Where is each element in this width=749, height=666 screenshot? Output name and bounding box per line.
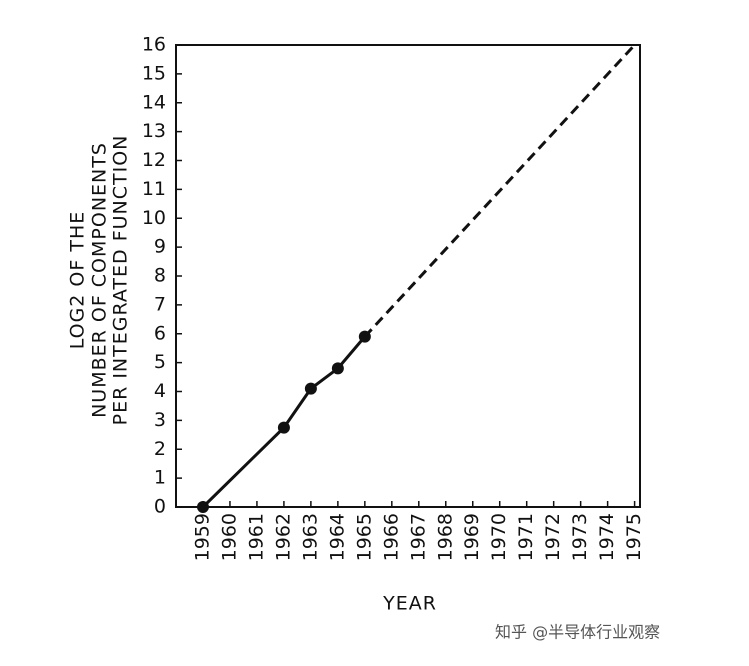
y-axis-title: NUMBER OF COMPONENTS — [89, 142, 111, 418]
data-point — [277, 421, 290, 434]
y-tick-label: 13 — [142, 120, 166, 142]
x-tick-label: 1973 — [569, 513, 591, 561]
x-tick-label: 1960 — [218, 513, 240, 561]
series-line — [363, 43, 636, 338]
x-tick-label: 1967 — [407, 513, 429, 561]
x-tick-label: 1964 — [326, 513, 348, 561]
x-tick-label: 1972 — [542, 513, 564, 561]
y-tick-label: 1 — [154, 467, 166, 489]
plot-frame — [175, 44, 641, 508]
x-axis-title: YEAR — [382, 593, 437, 615]
x-tick-label: 1959 — [191, 513, 213, 561]
y-tick-label: 10 — [142, 207, 166, 229]
y-tick-label: 12 — [142, 149, 166, 171]
y-tick-label: 16 — [142, 34, 166, 56]
y-tick-label: 9 — [154, 236, 166, 258]
y-tick-label: 7 — [154, 293, 166, 315]
y-axis-title: PER INTEGRATED FUNCTION — [110, 135, 132, 426]
watermark: 知乎 @半导体行业观察 — [495, 623, 660, 642]
y-tick-label: 15 — [142, 62, 166, 84]
x-tick-label: 1966 — [380, 513, 402, 561]
x-tick-label: 1963 — [299, 513, 321, 561]
y-tick-label: 6 — [154, 322, 166, 344]
x-tick-label: 1968 — [434, 513, 456, 561]
x-tick-label: 1961 — [245, 513, 267, 561]
y-tick-label: 0 — [154, 496, 166, 518]
data-point — [331, 362, 344, 375]
data-point — [196, 501, 209, 513]
x-tick-label: 1970 — [488, 513, 510, 561]
y-tick-label: 11 — [142, 178, 166, 200]
x-tick-label: 1962 — [272, 513, 294, 561]
y-axis-title: LOG2 OF THE — [67, 211, 89, 350]
x-tick-label: 1969 — [461, 513, 483, 561]
data-point — [304, 382, 317, 395]
y-tick-label: 4 — [154, 380, 166, 402]
y-tick-label: 2 — [154, 438, 166, 460]
y-tick-label: 8 — [154, 265, 166, 287]
y-tick-label: 3 — [154, 409, 166, 431]
x-tick-label: 1975 — [623, 513, 645, 561]
x-tick-label: 1971 — [515, 513, 537, 561]
x-tick-label: 1974 — [596, 513, 618, 561]
x-tick-label: 1965 — [353, 513, 375, 561]
y-tick-label: 5 — [154, 351, 166, 373]
y-tick-label: 14 — [142, 91, 166, 113]
